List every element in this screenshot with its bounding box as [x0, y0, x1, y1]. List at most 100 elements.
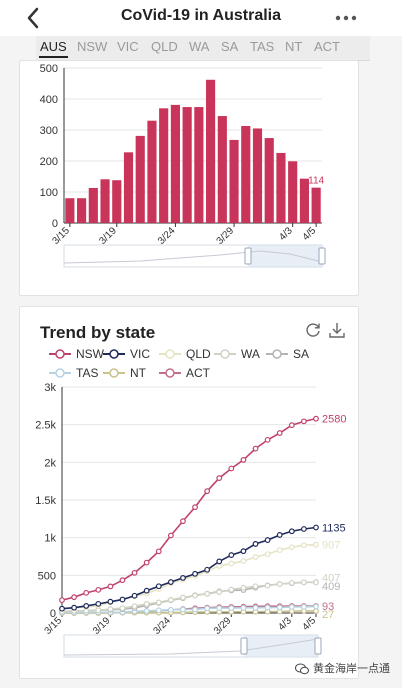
data-point-wa: [228, 586, 235, 593]
data-point-tas: [276, 604, 283, 611]
data-point-wa: [240, 584, 247, 591]
x-tick-label: 3/29: [212, 615, 234, 637]
x-tick-label: 3/29: [215, 225, 237, 247]
bar-4-1: [264, 138, 274, 223]
data-point-nsw: [180, 518, 186, 525]
data-point-vic: [192, 570, 198, 577]
end-label-act: 93: [322, 601, 334, 613]
data-point-wa: [155, 599, 162, 606]
zoom-slider-handle[interactable]: [240, 637, 248, 655]
series-line-vic: [61, 526, 317, 610]
bar-3-25: [182, 107, 192, 223]
data-point-qld: [228, 560, 235, 567]
data-point-wa: [204, 590, 211, 597]
bar-3-24: [170, 104, 180, 223]
tab-aus[interactable]: AUS: [39, 39, 68, 58]
data-point-vic: [264, 537, 271, 543]
tab-qld[interactable]: QLD: [151, 39, 178, 54]
bar-3-15: [65, 198, 75, 223]
data-point-vic: [313, 524, 319, 531]
zoom-slider-handle[interactable]: [314, 637, 322, 655]
data-point-tas: [204, 605, 211, 612]
data-point-vic: [83, 603, 90, 609]
legend-marker: [159, 349, 181, 359]
data-point-qld: [313, 541, 319, 548]
legend-label: NT: [130, 366, 146, 380]
data-point-vic: [228, 552, 235, 558]
bar-4-2: [276, 152, 286, 223]
data-point-nsw: [204, 488, 211, 495]
tab-vic[interactable]: VIC: [117, 39, 139, 54]
data-point-vic: [240, 548, 247, 555]
x-tick-label: 3/15: [43, 615, 65, 637]
series-nsw: 2580: [59, 414, 346, 604]
data-point-vic: [180, 574, 186, 581]
data-point-vic: [167, 579, 174, 585]
zoom-slider-handle[interactable]: [318, 247, 326, 265]
data-point-nsw: [107, 583, 114, 590]
x-tick-label: 3/19: [91, 615, 113, 637]
data-point-vic: [119, 596, 126, 603]
bar-3-22: [147, 120, 157, 223]
chevron-left-icon[interactable]: [20, 4, 48, 32]
tab-nt[interactable]: NT: [285, 39, 303, 54]
data-point-tas: [301, 603, 307, 610]
tab-act[interactable]: ACT: [314, 39, 340, 54]
data-point-tas: [288, 604, 295, 610]
data-point-vic: [276, 532, 283, 538]
data-point-tas: [252, 604, 259, 611]
data-point-wa: [313, 579, 319, 586]
data-point-nsw: [167, 532, 174, 539]
data-point-qld: [288, 544, 295, 551]
watermark-text: 黄金海岸一点通: [313, 663, 390, 675]
tab-sa[interactable]: SA: [221, 39, 239, 54]
legend-label: SA: [293, 347, 310, 361]
bar-3-29: [229, 139, 239, 223]
legend-label: NSW: [76, 347, 104, 361]
y-tick-label: 200: [40, 156, 58, 168]
x-tick-label: 4/5: [301, 615, 319, 633]
download-icon[interactable]: [328, 321, 346, 339]
nav-bar: CoVid-19 in Australia: [0, 0, 402, 36]
data-point-tas: [240, 604, 247, 611]
refresh-icon[interactable]: [304, 321, 322, 339]
zoom-slider-window: [244, 635, 318, 657]
data-point-nsw: [71, 594, 77, 601]
end-label-qld: 907: [322, 540, 340, 552]
page-title: CoVid-19 in Australia: [120, 7, 282, 24]
data-point-nsw: [83, 589, 90, 596]
data-point-vic: [288, 528, 295, 535]
end-label-nsw: 2580: [322, 414, 346, 426]
data-point-wa: [288, 579, 295, 586]
legend-label: ACT: [186, 366, 210, 380]
legend-label: QLD: [186, 347, 211, 361]
data-point-nsw: [95, 586, 102, 593]
data-point-nsw: [143, 559, 150, 566]
tab-wa[interactable]: WA: [189, 39, 210, 54]
data-point-nsw: [240, 457, 247, 463]
legend-label: VIC: [130, 347, 151, 361]
data-point-vic: [95, 600, 102, 607]
data-point-nsw: [252, 445, 259, 452]
data-point-vic: [107, 598, 114, 605]
tab-nsw[interactable]: NSW: [77, 39, 108, 54]
legend-marker: [103, 349, 125, 359]
more-horizontal-icon[interactable]: [334, 8, 358, 28]
y-tick-label: 300: [40, 125, 58, 137]
data-point-qld: [240, 558, 247, 564]
y-tick-label: 0: [50, 608, 56, 620]
bar-4-5: [311, 187, 321, 223]
data-point-vic: [59, 605, 65, 612]
data-point-vic: [71, 604, 77, 611]
y-tick-label: 2.5k: [35, 420, 56, 432]
data-point-tas: [228, 605, 235, 611]
legend-marker: [103, 368, 125, 378]
data-point-wa: [167, 596, 174, 603]
data-point-nsw: [59, 597, 65, 604]
zoom-slider-handle[interactable]: [244, 247, 252, 265]
trend-card: Trend by state NSW VIC QLD WA SA TAS NT ACT 0 50…: [19, 306, 359, 679]
data-point-wa: [143, 601, 150, 607]
end-label-vic: 1135: [322, 522, 346, 534]
bar-3-20: [123, 152, 134, 223]
tab-tas[interactable]: TAS: [250, 39, 275, 54]
